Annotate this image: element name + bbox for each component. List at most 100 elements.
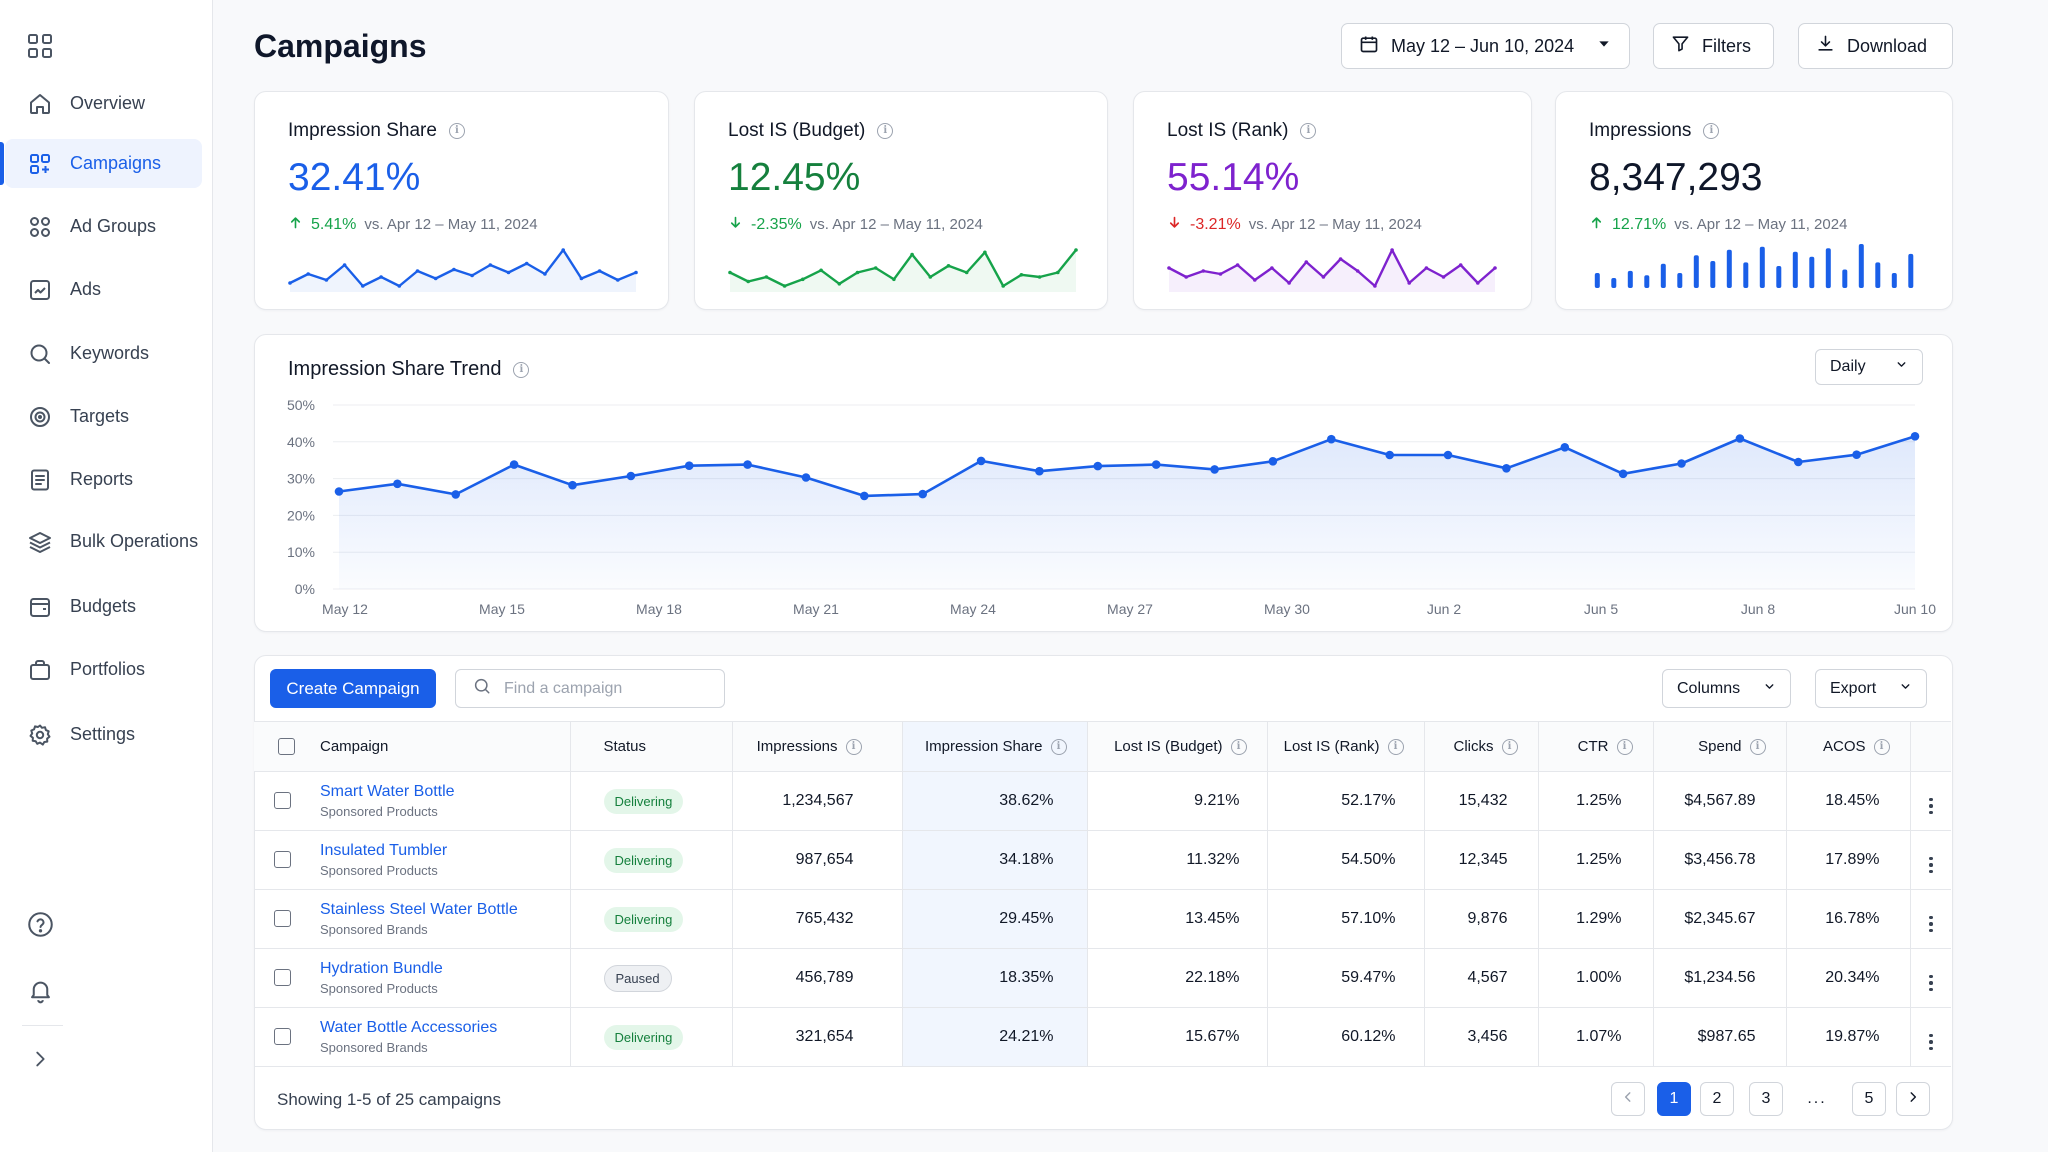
sidebar-item-reports[interactable]: Reports — [5, 455, 202, 504]
spark-bar — [1611, 278, 1617, 288]
table-row[interactable]: Water Bottle Accessories Sponsored Brands… — [254, 1007, 1951, 1067]
col-header-ctr[interactable]: CTR — [1577, 738, 1609, 755]
info-icon[interactable]: i — [513, 361, 530, 378]
download-button[interactable]: Download — [1798, 23, 1953, 69]
row-actions-icon[interactable] — [1929, 915, 1933, 932]
info-icon[interactable]: i — [1230, 738, 1247, 755]
info-icon[interactable]: i — [1501, 738, 1518, 755]
row-actions-icon[interactable] — [1929, 797, 1933, 814]
table-row[interactable]: Stainless Steel Water Bottle Sponsored Br… — [254, 889, 1951, 949]
search-icon — [473, 677, 491, 700]
row-actions-icon[interactable] — [1929, 1033, 1933, 1050]
info-icon[interactable]: i — [1749, 738, 1766, 755]
col-header-impression-share[interactable]: Impression Share — [924, 738, 1043, 755]
sidebar-item-budgets[interactable]: Budgets — [5, 582, 202, 631]
col-header-acos[interactable]: ACOS — [1822, 738, 1866, 755]
x-tick-label: May 30 — [1264, 601, 1310, 617]
search-input[interactable] — [504, 679, 704, 698]
row-checkbox[interactable] — [274, 851, 291, 869]
help-icon[interactable] — [25, 909, 55, 939]
campaign-name-link[interactable]: Hydration Bundle — [320, 960, 443, 977]
sidebar-item-label: Targets — [70, 406, 130, 426]
sidebar-item-settings[interactable]: Settings — [5, 710, 202, 759]
sidebar-item-ad-groups[interactable]: Ad Groups — [5, 202, 202, 251]
info-icon[interactable]: i — [1616, 738, 1633, 755]
kpi-card-lost-is-rank: Lost IS (Rank) i 55.14% -3.21% vs. Apr 12 … — [1133, 91, 1532, 310]
col-header-spend[interactable]: Spend — [1698, 738, 1742, 755]
info-icon[interactable]: i — [877, 123, 894, 139]
campaign-name-link[interactable]: Water Bottle Accessories — [320, 1019, 498, 1036]
sidebar-item-ads[interactable]: Ads — [5, 265, 202, 314]
date-range-picker[interactable]: May 12 – Jun 10, 2024 — [1341, 23, 1630, 69]
spark-point — [873, 266, 878, 270]
sidebar-item-overview[interactable]: Overview — [5, 79, 202, 128]
col-header-lost-is-budget[interactable]: Lost IS (Budget) — [1114, 738, 1223, 755]
row-checkbox[interactable] — [274, 792, 291, 810]
columns-dropdown[interactable]: Columns — [1662, 669, 1791, 708]
col-header-clicks[interactable]: Clicks — [1453, 738, 1494, 755]
select-all-checkbox[interactable] — [277, 738, 295, 756]
download-icon — [1816, 34, 1835, 58]
apps-grid-icon[interactable] — [27, 33, 53, 59]
campaign-name-link[interactable]: Smart Water Bottle — [320, 783, 455, 800]
info-icon[interactable]: i — [1050, 738, 1067, 755]
spark-bar — [1743, 262, 1749, 288]
sidebar-item-bulk-operations[interactable]: Bulk Operations — [5, 517, 202, 566]
campaign-search[interactable] — [455, 669, 725, 708]
spark-point — [892, 277, 896, 282]
row-checkbox[interactable] — [274, 1028, 291, 1046]
campaign-name-link[interactable]: Insulated Tumbler — [320, 842, 448, 859]
chevron-right-icon[interactable] — [25, 1044, 55, 1074]
table-row[interactable]: Smart Water Bottle Sponsored Products Deli… — [254, 771, 1951, 831]
col-header-lost-is-rank[interactable]: Lost IS (Rank) — [1283, 738, 1380, 755]
briefcase-icon — [27, 657, 53, 683]
row-actions-icon[interactable] — [1929, 856, 1933, 873]
bell-icon[interactable] — [25, 975, 55, 1005]
info-icon[interactable]: i — [1703, 123, 1720, 139]
sidebar-item-portfolios[interactable]: Portfolios — [5, 645, 202, 694]
info-icon[interactable]: i — [448, 123, 465, 139]
sidebar-item-label: Bulk Operations — [70, 531, 199, 551]
spark-point — [470, 273, 474, 278]
x-tick-label: May 21 — [793, 601, 839, 617]
col-header-status[interactable]: Status — [603, 738, 647, 755]
filters-button[interactable]: Filters — [1653, 23, 1774, 69]
page-button-2[interactable]: 2 — [1700, 1082, 1734, 1116]
info-icon[interactable]: i — [1387, 738, 1404, 755]
cell-acos: 20.34% — [1786, 948, 1911, 1008]
page-button-5[interactable]: 5 — [1852, 1082, 1886, 1116]
col-header-campaign[interactable]: Campaign — [320, 738, 389, 755]
cell-impressions: 987,654 — [732, 830, 903, 890]
next-page-button[interactable] — [1896, 1082, 1930, 1116]
col-header-impressions[interactable]: Impressions — [756, 738, 838, 755]
sidebar-item-keywords[interactable]: Keywords — [5, 329, 202, 378]
info-icon[interactable]: i — [1300, 123, 1317, 139]
row-checkbox[interactable] — [274, 910, 291, 928]
cell-acos: 18.45% — [1786, 771, 1911, 831]
sidebar-item-campaigns[interactable]: Campaigns — [0, 139, 202, 188]
page-button-1[interactable]: 1 — [1657, 1082, 1691, 1116]
kpi-title: Impressions — [1589, 120, 1692, 141]
cell-clicks: 9,876 — [1424, 889, 1539, 949]
table-row[interactable]: Insulated Tumbler Sponsored Products Deliv… — [254, 830, 1951, 890]
cell-lost-is-budget: 9.21% — [1087, 771, 1268, 831]
sidebar-item-targets[interactable]: Targets — [5, 392, 202, 441]
create-campaign-button[interactable]: Create Campaign — [270, 669, 436, 708]
info-icon[interactable]: i — [1873, 738, 1890, 755]
export-dropdown[interactable]: Export — [1815, 669, 1927, 708]
cell-impression-share: 29.45% — [902, 889, 1088, 949]
spark-point — [1019, 273, 1024, 277]
previous-page-button[interactable] — [1611, 1082, 1645, 1116]
table-row[interactable]: Hydration Bundle Sponsored Products Paused… — [254, 948, 1951, 1008]
info-icon[interactable]: i — [845, 738, 862, 755]
spark-point — [782, 284, 787, 288]
sidebar-item-label: Overview — [70, 93, 146, 113]
spark-point — [433, 276, 438, 281]
row-checkbox[interactable] — [274, 969, 291, 987]
cell-ctr: 1.29% — [1538, 889, 1654, 949]
page-button-3[interactable]: 3 — [1749, 1082, 1783, 1116]
interval-select[interactable]: Daily — [1815, 349, 1923, 385]
campaign-type: Sponsored Products — [320, 804, 438, 819]
row-actions-icon[interactable] — [1929, 974, 1933, 991]
campaign-name-link[interactable]: Stainless Steel Water Bottle — [320, 901, 518, 918]
